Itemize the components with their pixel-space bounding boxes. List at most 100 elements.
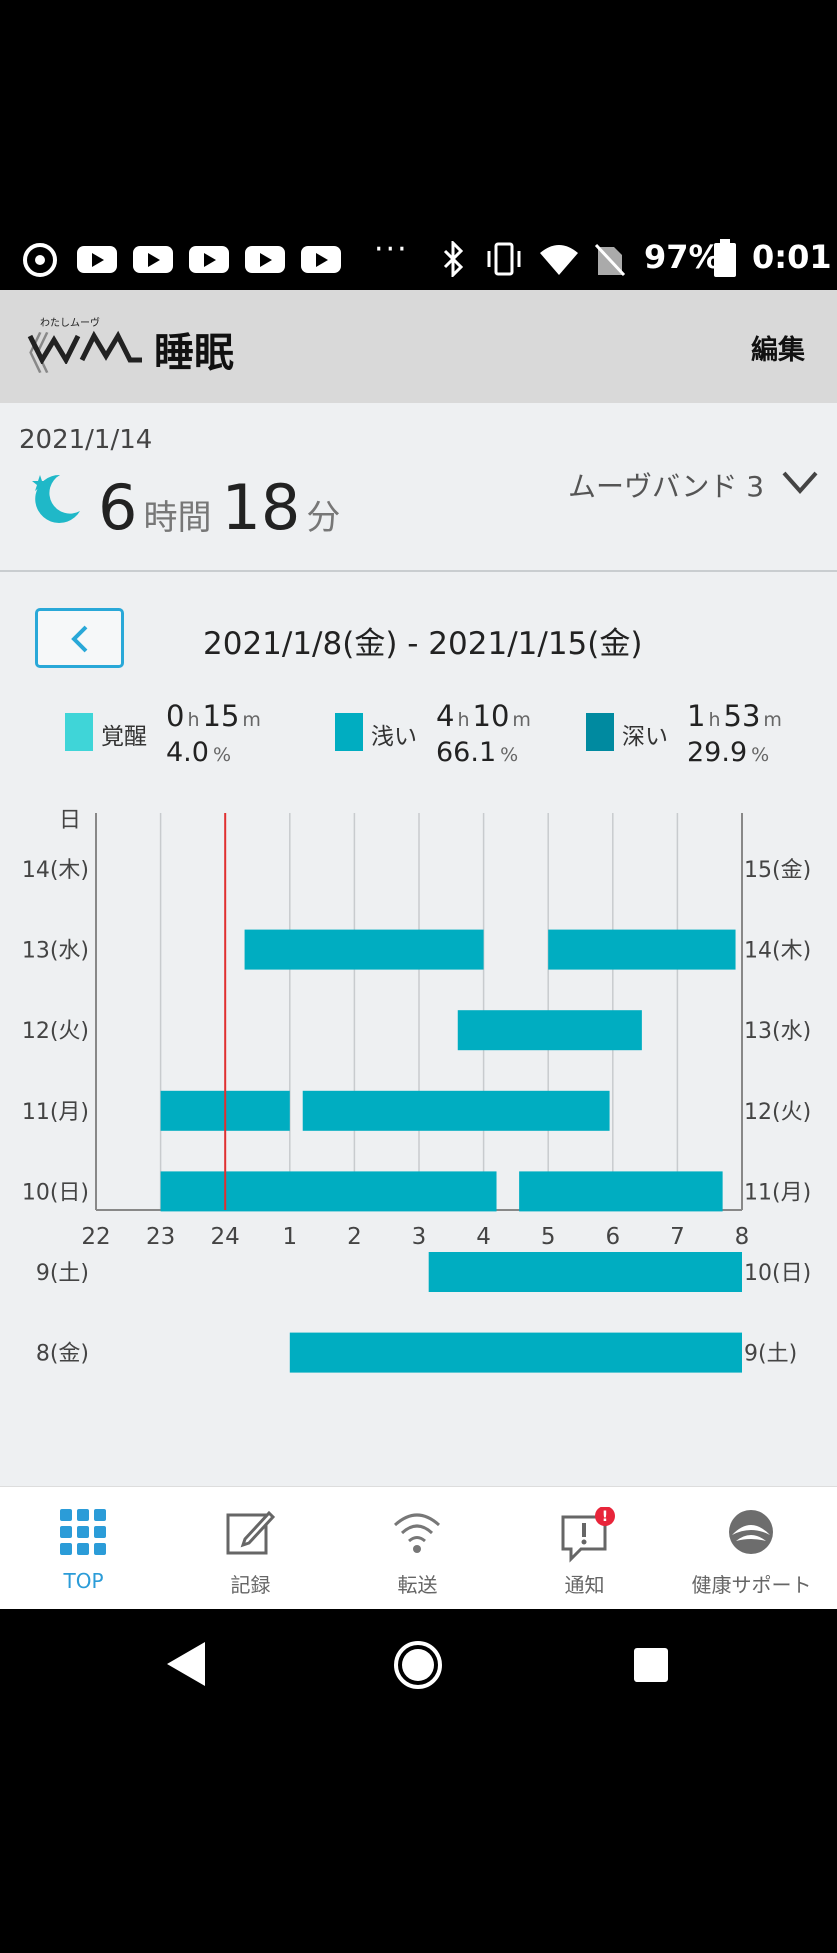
- status-bar: ··· 97% 0:01: [0, 228, 837, 290]
- row-label-left: 11(月): [22, 1100, 89, 1125]
- sleep-segment: [302, 1090, 610, 1131]
- tab-health-support[interactable]: 健康サポート: [668, 1487, 835, 1610]
- tab-label: 健康サポート: [691, 1573, 812, 1597]
- sleep-segment: [244, 929, 484, 970]
- notification-icon: !: [561, 1507, 615, 1563]
- sleep-segment: [289, 1332, 742, 1373]
- tab-record[interactable]: 記録: [167, 1487, 334, 1610]
- edit-icon: [226, 1510, 275, 1555]
- youtube-icon: [77, 246, 117, 273]
- legend-label: 覚醒: [101, 724, 147, 750]
- row-label-left: 14(木): [22, 858, 89, 883]
- week-range: 2021/1/8(金) - 2021/1/15(金): [203, 626, 643, 662]
- x-tick-label: 1: [282, 1224, 297, 1250]
- legend-percent: 4.0%: [166, 737, 232, 768]
- more-notifications: ···: [374, 232, 409, 267]
- nav-recents-icon[interactable]: [632, 1646, 670, 1684]
- settings-flower-icon: [23, 243, 57, 277]
- page-title: 睡眠: [154, 330, 234, 376]
- sleep-segment: [160, 1171, 497, 1212]
- x-tick-label: 5: [541, 1224, 556, 1250]
- row-label-left: 8(金): [36, 1342, 89, 1367]
- grid-icon: [60, 1509, 106, 1555]
- sleep-segment: [428, 1252, 742, 1292]
- legend-time: 1 h 53 m: [687, 699, 782, 733]
- previous-week-button[interactable]: [35, 608, 124, 668]
- x-tick-label: 3: [412, 1224, 427, 1250]
- tab-label: 転送: [397, 1573, 438, 1597]
- sleep-segment: [548, 929, 736, 970]
- legend-swatch: [586, 713, 614, 751]
- device-select[interactable]: ムーヴバンド 3: [568, 470, 765, 503]
- wifi-icon: [393, 1513, 441, 1553]
- tab-label: 通知: [564, 1573, 605, 1597]
- x-tick-label: 24: [211, 1224, 240, 1250]
- chevron-left-icon: [71, 625, 88, 653]
- health-support-icon: [729, 1510, 773, 1554]
- row-label-right: 9(土): [744, 1342, 797, 1367]
- row-label-right: 14(木): [744, 939, 811, 964]
- notification-badge-text: !: [602, 1509, 608, 1525]
- app-logo: わたしムーヴ: [26, 316, 146, 368]
- duration-minutes-unit: 分: [306, 498, 341, 538]
- moon-icon: [32, 474, 80, 523]
- wm-logo-icon: わたしムーヴ: [27, 316, 142, 366]
- divider: [0, 570, 837, 572]
- battery-percentage: 97%: [644, 238, 721, 276]
- legend-label: 浅い: [371, 724, 417, 750]
- x-tick-label: 7: [670, 1224, 685, 1250]
- clock: 0:01: [752, 238, 832, 276]
- corner-label: 日: [59, 808, 81, 833]
- vibrate-icon: [487, 242, 521, 276]
- x-tick-label: 4: [476, 1224, 491, 1250]
- x-tick-label: 8: [735, 1224, 750, 1250]
- row-label-left: 9(土): [36, 1261, 89, 1286]
- legend-time: 0 h 15 m: [166, 699, 261, 733]
- logo-small-text: わたしムーヴ: [40, 316, 100, 329]
- summary-date: 2021/1/14: [19, 425, 153, 455]
- legend-time: 4 h 10 m: [436, 699, 531, 733]
- legend-percent: 29.9%: [687, 737, 770, 768]
- duration-hours-unit: 時間: [143, 498, 212, 538]
- youtube-icon: [245, 246, 285, 273]
- x-tick-label: 23: [146, 1224, 175, 1250]
- row-label-right: 11(月): [744, 1180, 811, 1205]
- sleep-content: 2021/1/14 6 時間 18 分 ムーヴバンド 3 2021/1/8(金) - …: [0, 403, 837, 1486]
- row-label-left: 12(火): [22, 1019, 89, 1044]
- row-label-right: 15(金): [744, 858, 811, 883]
- duration-minutes: 18: [221, 471, 301, 544]
- tab-notification[interactable]: ! 通知: [501, 1487, 668, 1610]
- wifi-status-icon: [540, 245, 578, 275]
- youtube-icon: [301, 246, 341, 273]
- row-label-right: 10(日): [744, 1261, 811, 1286]
- x-tick-label: 22: [81, 1224, 110, 1250]
- system-nav-bar: [0, 1609, 837, 1721]
- nav-back-icon[interactable]: [165, 1640, 207, 1688]
- row-label-right: 13(水): [744, 1019, 811, 1044]
- notification-badge: [595, 1507, 615, 1526]
- row-label-left: 10(日): [22, 1180, 89, 1205]
- tab-label: TOP: [63, 1569, 104, 1593]
- tab-label: 記録: [230, 1573, 271, 1597]
- row-label-right: 12(火): [744, 1100, 811, 1125]
- bluetooth-icon: [443, 241, 464, 277]
- youtube-icon: [133, 246, 173, 273]
- legend-swatch: [335, 713, 363, 751]
- duration-hours: 6: [98, 471, 138, 544]
- sleep-segment: [457, 1010, 642, 1051]
- legend-label: 深い: [622, 724, 668, 750]
- edit-button[interactable]: 編集: [751, 335, 805, 366]
- bottom-tab-bar: TOP 記録 転送 ! 通知 健康サポート: [0, 1486, 837, 1610]
- sleep-segment: [519, 1171, 723, 1212]
- youtube-icon: [189, 246, 229, 273]
- tab-transfer[interactable]: 転送: [334, 1487, 501, 1610]
- legend-percent: 66.1%: [436, 737, 519, 768]
- chevron-down-icon[interactable]: [780, 467, 820, 497]
- no-sim-icon: [594, 243, 626, 277]
- sleep-duration: 6 時間 18 分: [98, 471, 350, 544]
- tab-top[interactable]: TOP: [0, 1487, 167, 1610]
- nav-home-icon[interactable]: [392, 1639, 444, 1691]
- row-label-left: 13(水): [22, 939, 89, 964]
- app-header: 《 わたしムーヴ 睡眠 編集: [0, 290, 837, 403]
